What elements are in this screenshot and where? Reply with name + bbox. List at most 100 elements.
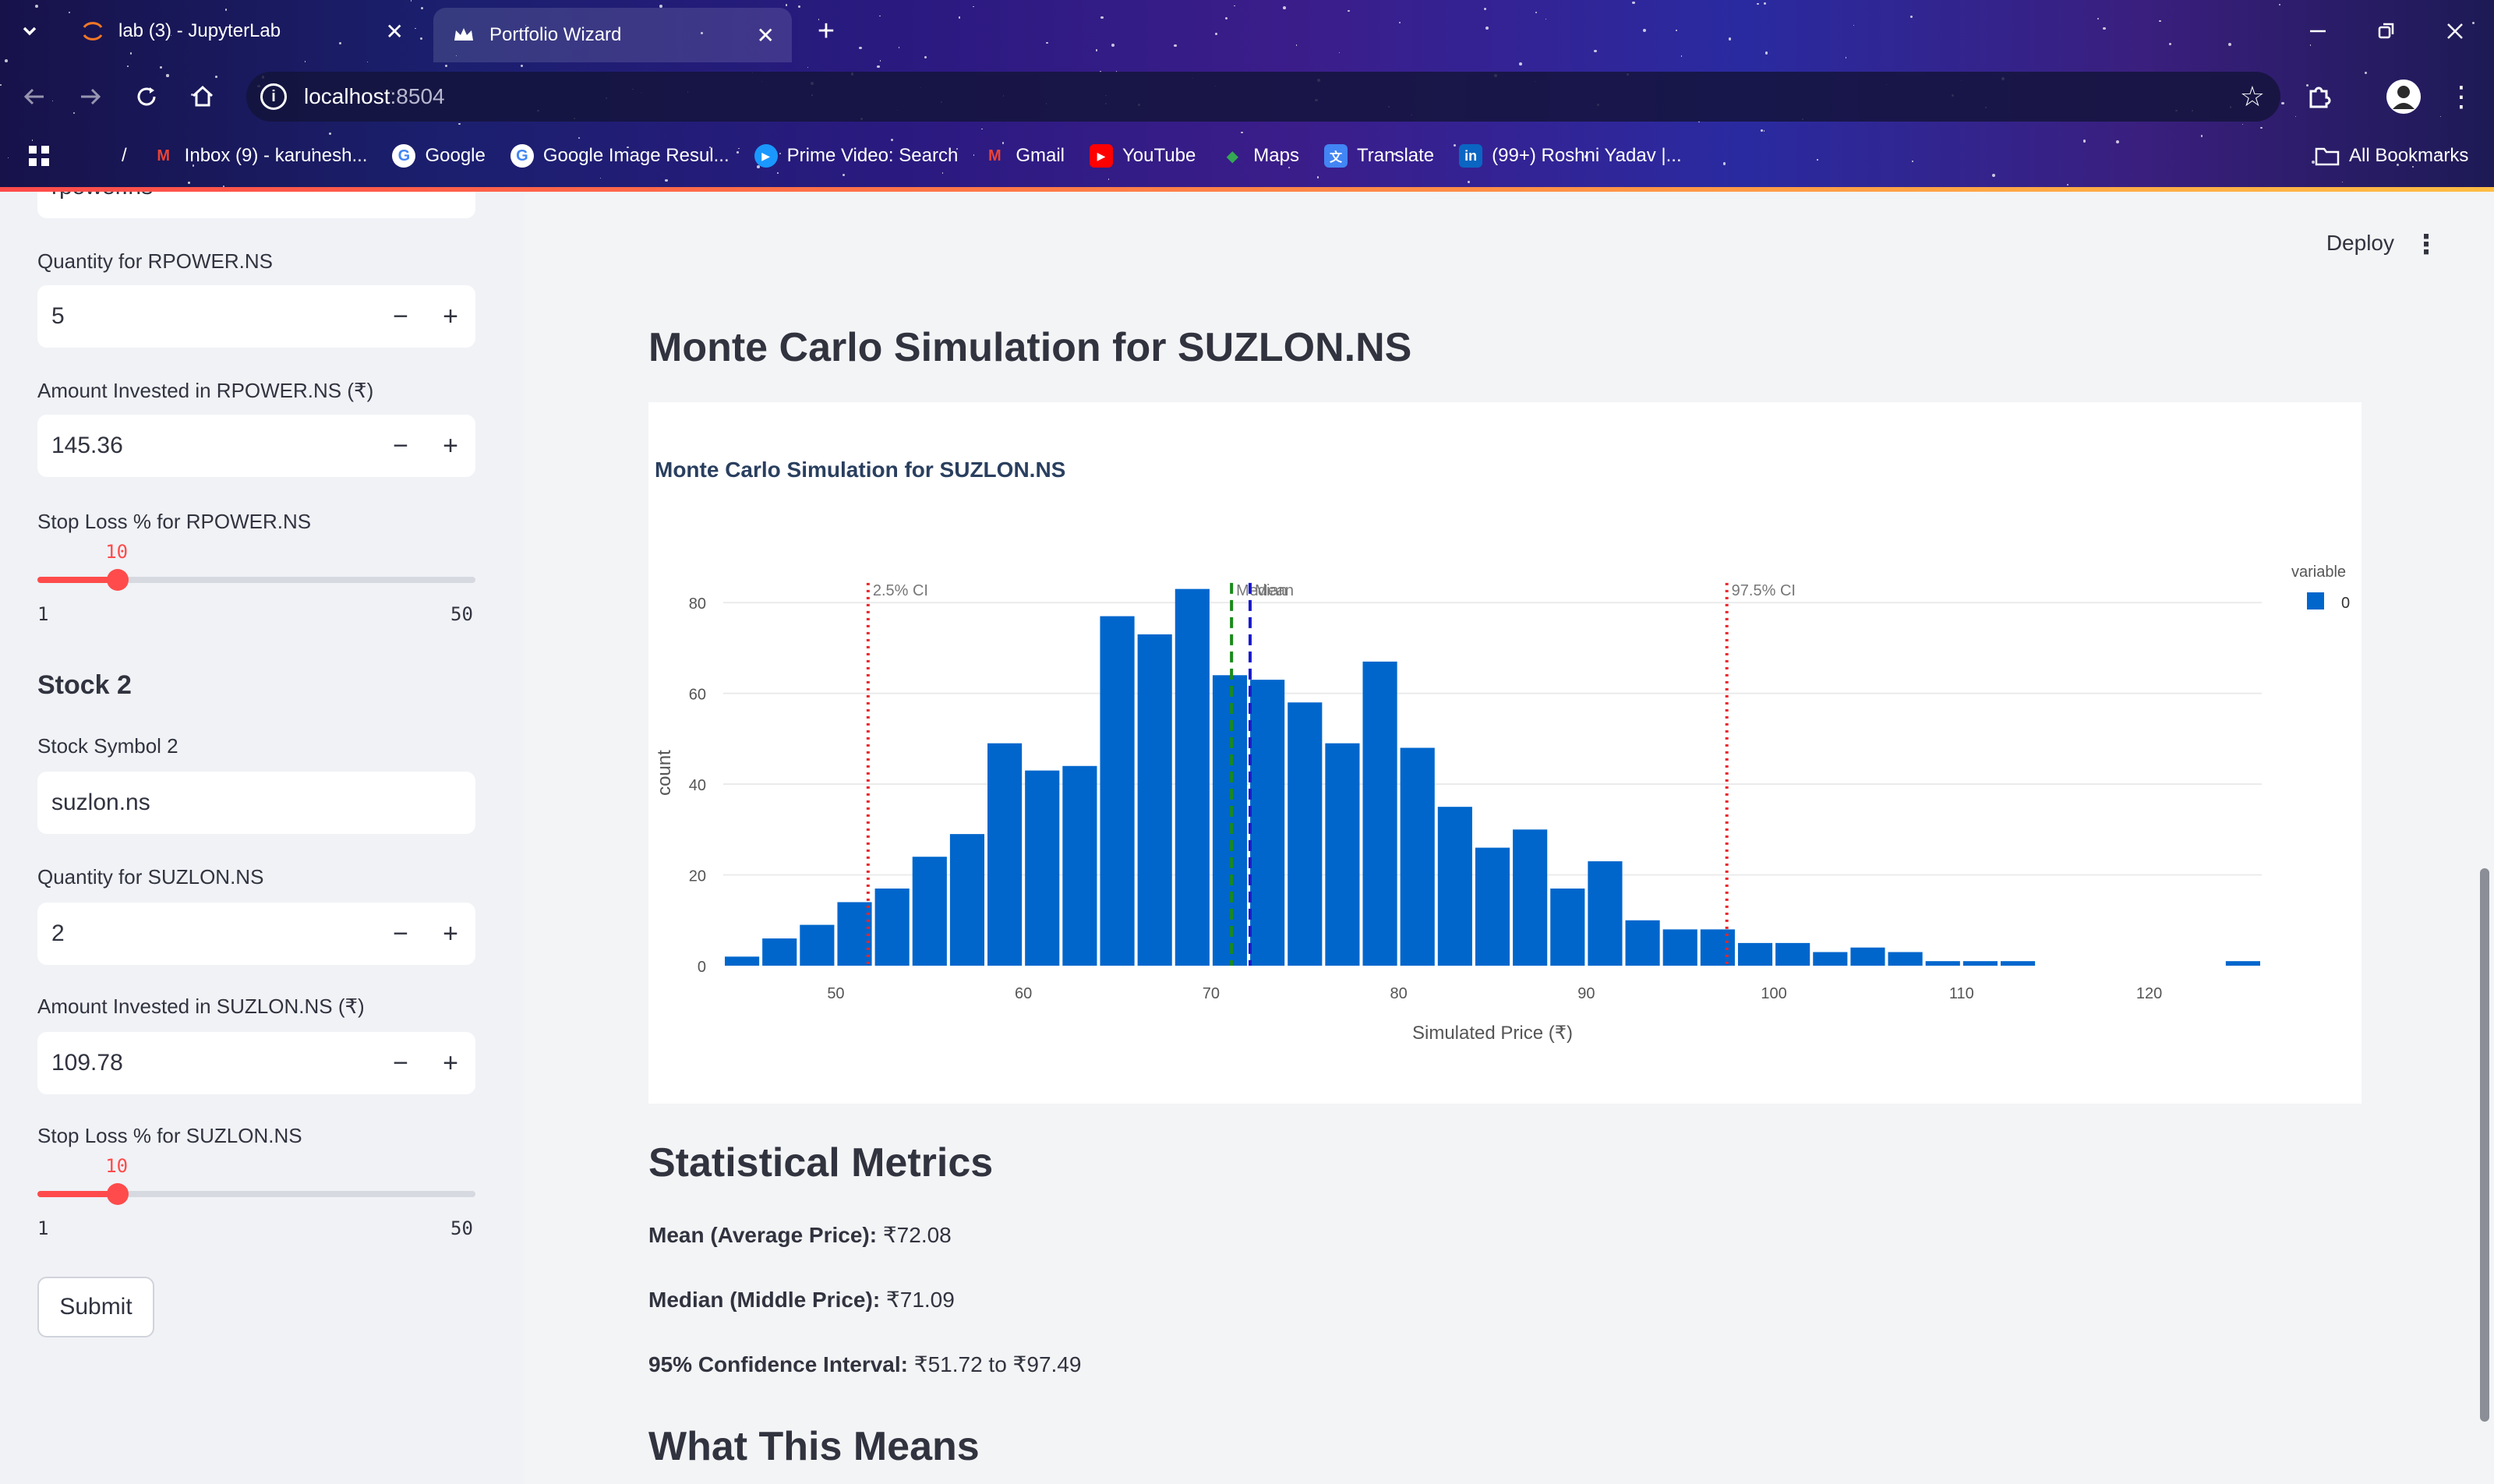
scrollbar-thumb[interactable] bbox=[2480, 868, 2489, 1422]
home-icon[interactable] bbox=[181, 75, 224, 118]
x-axis-title: Simulated Price (₹) bbox=[1412, 1023, 1573, 1044]
browser-menu-icon[interactable]: ⋮ bbox=[2447, 80, 2475, 112]
site-info-icon[interactable]: i bbox=[260, 83, 287, 110]
deploy-button[interactable]: Deploy bbox=[2326, 231, 2394, 255]
profile-avatar[interactable] bbox=[2382, 75, 2425, 118]
star-dot bbox=[1519, 62, 1523, 65]
bookmark-item[interactable]: G Google Image Resul... bbox=[510, 144, 729, 168]
star-dot bbox=[776, 172, 779, 175]
star-dot bbox=[4, 58, 8, 62]
slider-fill bbox=[37, 1191, 118, 1197]
stock-symbol-1-input[interactable]: rpower.ns bbox=[37, 192, 475, 218]
rpower-amount-value: 145.36 bbox=[51, 433, 123, 458]
star-dot bbox=[7, 157, 9, 159]
increment-icon[interactable]: + bbox=[443, 430, 458, 461]
star-dot bbox=[737, 151, 739, 154]
increment-icon[interactable]: + bbox=[443, 918, 458, 949]
bookmark-label: Google Image Resul... bbox=[542, 145, 729, 166]
star-dot bbox=[160, 66, 162, 69]
star-dot bbox=[1001, 142, 1005, 144]
close-window-icon[interactable] bbox=[2432, 12, 2478, 50]
apps-grid-icon[interactable] bbox=[28, 145, 50, 167]
tab-portfolio-wizard[interactable]: Portfolio Wizard ✕ bbox=[433, 8, 792, 62]
star-dot bbox=[709, 146, 712, 148]
decrement-icon[interactable]: − bbox=[393, 1048, 408, 1078]
decrement-icon[interactable]: − bbox=[393, 430, 408, 461]
star-dot bbox=[521, 64, 524, 68]
increment-icon[interactable]: + bbox=[443, 1048, 458, 1078]
reload-icon[interactable] bbox=[125, 75, 168, 118]
star-dot bbox=[779, 153, 781, 155]
ci-value: ₹51.72 to ₹97.49 bbox=[907, 1352, 1082, 1376]
bookmark-item[interactable]: M Gmail bbox=[983, 144, 1065, 168]
star-dot bbox=[2200, 135, 2203, 137]
bookmark-star-icon[interactable]: ☆ bbox=[2239, 80, 2265, 112]
star-dot bbox=[879, 60, 881, 62]
star-dot bbox=[2097, 17, 2100, 19]
stock-symbol-2-input[interactable]: suzlon.ns bbox=[37, 772, 475, 834]
histogram-bar bbox=[1737, 942, 1773, 966]
bookmark-item[interactable]: ▶ Prime Video: Search bbox=[754, 144, 958, 168]
close-tab-icon[interactable]: ✕ bbox=[756, 23, 775, 48]
slider-thumb[interactable] bbox=[107, 569, 129, 591]
restore-icon[interactable] bbox=[2363, 12, 2410, 50]
submit-button[interactable]: Submit bbox=[37, 1277, 154, 1337]
histogram-bar bbox=[1137, 634, 1172, 966]
increment-icon[interactable]: + bbox=[443, 301, 458, 331]
mean-label: Mean (Average Price): bbox=[648, 1223, 878, 1247]
page-title: Monte Carlo Simulation for SUZLON.NS bbox=[648, 325, 1412, 370]
rpower-stoploss-slider[interactable] bbox=[37, 569, 475, 591]
star-dot bbox=[1394, 152, 1397, 155]
bookmark-item[interactable]: 文 Translate bbox=[1323, 144, 1434, 168]
bookmark-item[interactable]: ◆ Maps bbox=[1221, 144, 1299, 168]
star-dot bbox=[1107, 178, 1109, 180]
browser-chrome: lab (3) - JupyterLab ✕ Portfolio Wizard … bbox=[0, 0, 2494, 192]
main-menu-icon[interactable]: ⋮ bbox=[2413, 230, 2439, 260]
bookmark-item[interactable]: / bbox=[104, 144, 127, 168]
slider-min-label: 1 bbox=[37, 1217, 49, 1239]
star-dot bbox=[1467, 180, 1470, 183]
all-bookmarks-label: All Bookmarks bbox=[2349, 145, 2469, 166]
chart-container: Monte Carlo Simulation for SUZLON.NS 0 20 4… bbox=[648, 402, 2362, 1104]
ci-label: 95% Confidence Interval: bbox=[648, 1352, 908, 1376]
tab-search-icon[interactable] bbox=[6, 12, 53, 50]
histogram-bar bbox=[762, 938, 797, 966]
address-bar[interactable]: i localhost:8504 ☆ bbox=[246, 72, 2280, 122]
slider-max-label: 50 bbox=[450, 603, 473, 625]
histogram-bar bbox=[1588, 861, 1623, 966]
star-dot bbox=[304, 61, 306, 62]
close-tab-icon[interactable]: ✕ bbox=[385, 19, 404, 44]
star-dot bbox=[1225, 17, 1228, 20]
histogram-chart[interactable]: Monte Carlo Simulation for SUZLON.NS 0 20 4… bbox=[648, 402, 2362, 1104]
bookmark-item[interactable]: G Google bbox=[392, 144, 486, 168]
rpower-amount-label: Amount Invested in RPOWER.NS (₹) bbox=[37, 379, 374, 402]
reference-line-label: Mean bbox=[1255, 582, 1294, 599]
decrement-icon[interactable]: − bbox=[393, 301, 408, 331]
star-dot bbox=[2472, 21, 2475, 24]
all-bookmarks-button[interactable]: All Bookmarks bbox=[2315, 145, 2468, 167]
bookmarks-bar: / M Inbox (9) - karunesh... G Google G Google … bbox=[0, 134, 2494, 178]
page-scrollbar[interactable] bbox=[2477, 192, 2494, 1484]
suzlon-stoploss-slider[interactable] bbox=[37, 1183, 475, 1205]
tab-jupyterlab[interactable]: lab (3) - JupyterLab ✕ bbox=[62, 9, 421, 53]
slider-thumb[interactable] bbox=[107, 1183, 129, 1205]
suzlon-quantity-input[interactable]: 2 − + bbox=[37, 903, 475, 965]
suzlon-amount-input[interactable]: 109.78 − + bbox=[37, 1032, 475, 1094]
suzlon-quantity-label: Quantity for SUZLON.NS bbox=[37, 865, 264, 889]
extensions-icon[interactable] bbox=[2298, 75, 2341, 118]
minimize-icon[interactable] bbox=[2294, 12, 2341, 50]
decrement-icon[interactable]: − bbox=[393, 918, 408, 949]
histogram-bar bbox=[1437, 807, 1472, 966]
legend-label: 0 bbox=[2341, 595, 2350, 612]
bookmark-item[interactable]: in (99+) Roshni Yadav |... bbox=[1459, 144, 1682, 168]
forward-icon[interactable] bbox=[69, 75, 112, 118]
rpower-stoploss-label: Stop Loss % for RPOWER.NS bbox=[37, 510, 312, 533]
star-dot bbox=[1453, 144, 1457, 147]
bookmark-item[interactable]: M Inbox (9) - karunesh... bbox=[152, 144, 367, 168]
bookmark-item[interactable]: ▶ YouTube bbox=[1089, 144, 1196, 168]
rpower-quantity-input[interactable]: 5 − + bbox=[37, 285, 475, 348]
star-dot bbox=[1757, 2, 1760, 5]
back-icon[interactable] bbox=[12, 75, 56, 118]
new-tab-icon[interactable]: + bbox=[817, 14, 835, 48]
rpower-amount-input[interactable]: 145.36 − + bbox=[37, 415, 475, 477]
